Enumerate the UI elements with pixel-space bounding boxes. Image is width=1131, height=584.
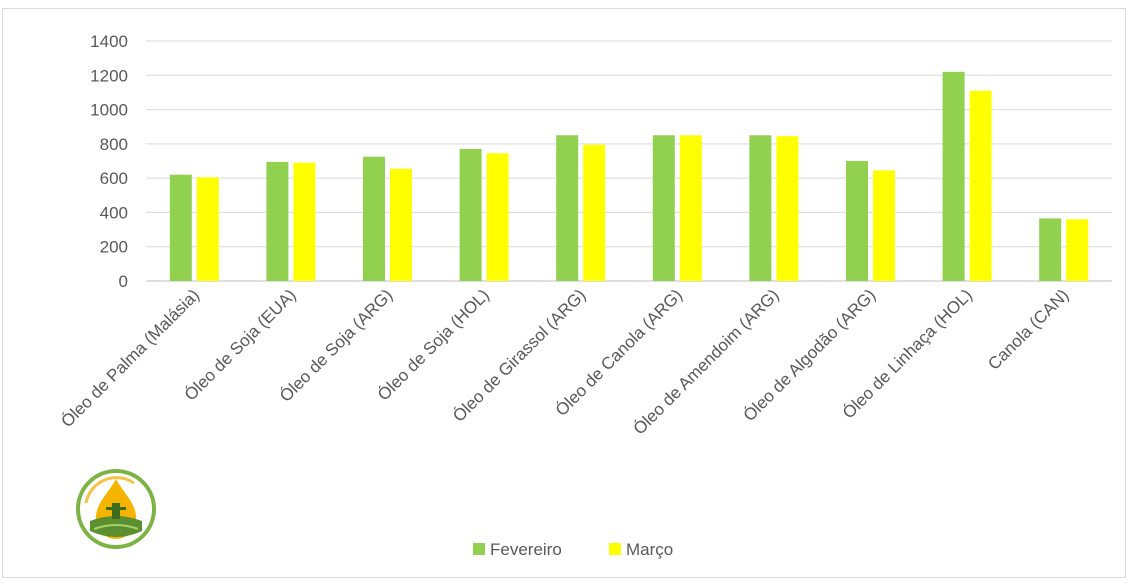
bar-fevereiro [556, 135, 579, 281]
bar-fevereiro [942, 71, 965, 281]
bar-marco [196, 177, 219, 281]
legend-label-marco: Março [626, 540, 673, 559]
bar-marco [583, 144, 606, 281]
y-axis-ticks: 0 200 400 600 800 1000 1200 1400 [90, 32, 128, 291]
y-tick-label: 0 [119, 272, 128, 291]
bar-marco [390, 168, 412, 281]
y-tick-label: 400 [100, 203, 128, 222]
bar-fevereiro [459, 149, 482, 281]
bar-fevereiro [749, 135, 772, 281]
x-axis-labels: Óleo de Palma (Malásia)Óleo de Soja (EUA… [57, 285, 1072, 438]
bar-fevereiro [266, 161, 289, 281]
legend: Fevereiro Março [473, 540, 673, 559]
bar-fevereiro [846, 161, 868, 281]
y-tick-label: 600 [100, 169, 128, 188]
bar-marco [776, 136, 799, 281]
bar-fevereiro [363, 156, 385, 281]
bar-marco [873, 170, 895, 281]
bar-marco [486, 153, 509, 281]
x-tick-label: Canola (CAN) [984, 285, 1072, 373]
bar-fevereiro [169, 174, 192, 281]
y-tick-label: 800 [100, 135, 128, 154]
y-tick-label: 200 [100, 238, 128, 257]
bar-fevereiro [652, 135, 675, 281]
y-tick-label: 1200 [90, 66, 128, 85]
bar-marco [679, 135, 702, 281]
bar-marco [1066, 219, 1089, 281]
legend-swatch-fevereiro [473, 543, 485, 555]
bar-fevereiro [1039, 218, 1062, 281]
legend-label-fevereiro: Fevereiro [490, 540, 562, 559]
x-tick-label: Óleo de Palma (Malásia) [57, 285, 203, 431]
gridlines [146, 40, 1112, 282]
legend-swatch-marco [609, 543, 621, 555]
bar-marco [969, 90, 992, 281]
oil-drop-logo-icon [76, 469, 156, 549]
y-tick-label: 1000 [90, 101, 128, 120]
chart-frame [2, 8, 1126, 578]
bars [169, 71, 1089, 281]
y-tick-label: 1400 [90, 32, 128, 51]
bar-marco [293, 162, 316, 281]
